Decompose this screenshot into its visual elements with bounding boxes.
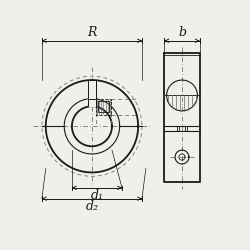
- Text: R: R: [87, 26, 97, 39]
- Text: b: b: [178, 26, 186, 39]
- Text: d₁: d₁: [90, 190, 104, 202]
- Polygon shape: [88, 80, 96, 106]
- Text: d₂: d₂: [86, 200, 98, 213]
